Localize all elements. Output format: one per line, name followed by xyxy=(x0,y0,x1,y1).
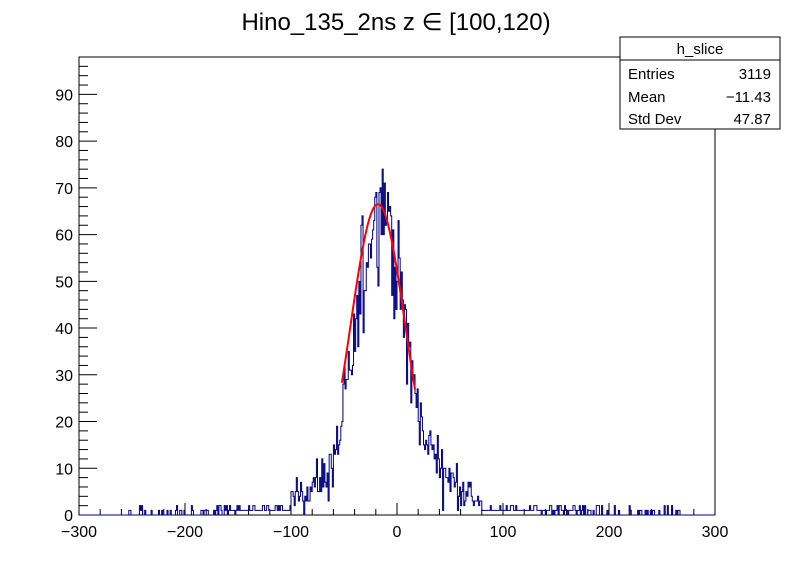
stats-box: h_slice Entries 3119 Mean −11.43 Std Dev… xyxy=(619,36,781,130)
y-tick-label: 60 xyxy=(55,228,73,245)
y-tick-label: 20 xyxy=(55,415,73,432)
stats-entries-value: 3119 xyxy=(739,66,771,83)
histogram-outline xyxy=(79,168,715,516)
stats-mean-value: −11.43 xyxy=(726,89,771,106)
stats-box-title: h_slice xyxy=(677,41,724,58)
y-tick-label: 30 xyxy=(55,368,73,385)
x-tick-label: −100 xyxy=(273,524,309,541)
y-tick-label: 40 xyxy=(55,321,73,338)
y-tick-label: 90 xyxy=(55,87,73,104)
y-tick-label: 80 xyxy=(55,134,73,151)
y-tick-label: 50 xyxy=(55,274,73,291)
x-tick-label: 300 xyxy=(702,524,729,541)
x-tick-label: 0 xyxy=(393,524,402,541)
x-tick-label: 200 xyxy=(596,524,623,541)
x-tick-label: −300 xyxy=(61,524,97,541)
x-tick-label: 100 xyxy=(490,524,517,541)
gaussian-fit-curve xyxy=(340,203,417,390)
y-tick-label: 70 xyxy=(55,181,73,198)
stats-entries-label: Entries xyxy=(628,66,675,83)
stats-stddev-value: 47.87 xyxy=(733,111,771,128)
chart-title: Hino_135_2ns z ∈ [100,120) xyxy=(241,9,550,36)
stats-box-frame xyxy=(619,36,781,130)
y-tick-label: 10 xyxy=(55,461,73,478)
x-tick-label: −200 xyxy=(167,524,203,541)
axes: −300 −200 −100 0 100 200 300 0 10 20 30 40 50 60 70 80 9… xyxy=(55,65,729,541)
y-tick-label: 0 xyxy=(64,508,73,525)
histogram-bins xyxy=(79,168,715,516)
stats-stddev-label: Std Dev xyxy=(628,111,682,128)
stats-mean-label: Mean xyxy=(628,89,666,106)
